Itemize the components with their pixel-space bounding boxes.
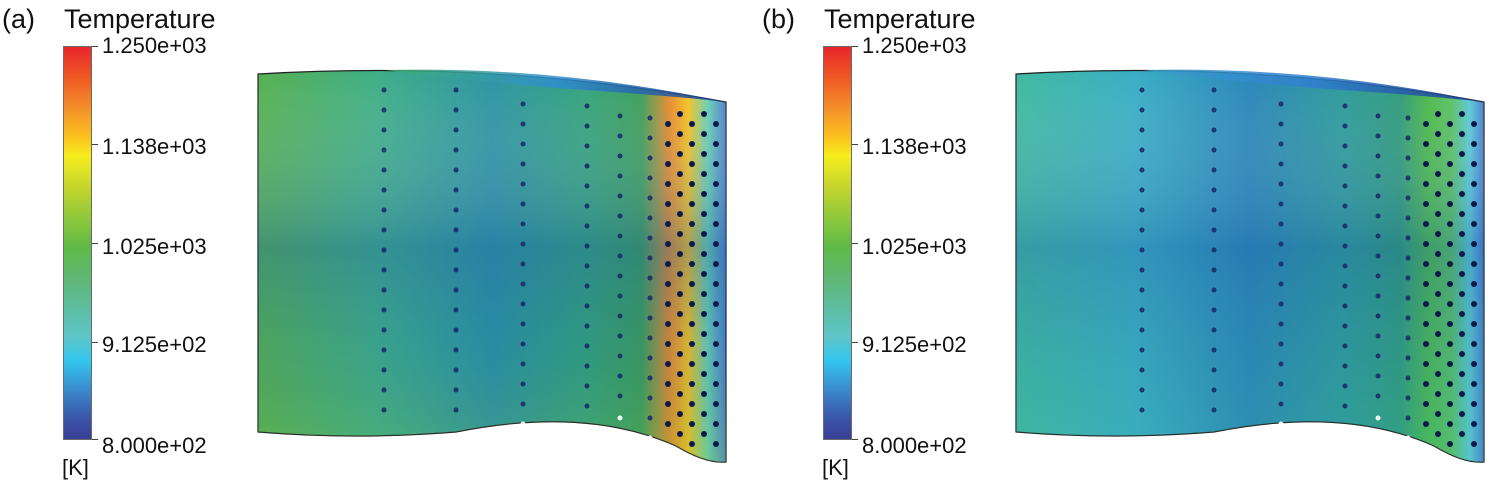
colorbar-tick [92, 342, 98, 343]
colorbar-tick [852, 46, 858, 47]
colorbar-tick [92, 46, 98, 47]
colorbar-tick [92, 243, 98, 244]
blade-contour-b [1015, 69, 1485, 463]
colorbar-tick [852, 342, 858, 343]
colorbar-tick-label: 1.138e+03 [862, 134, 967, 159]
colorbar-tick-label: 1.250e+03 [102, 33, 207, 58]
colorbar-unit: [K] [822, 455, 849, 480]
colorbar-tick-label: 1.250e+03 [862, 33, 967, 58]
colorbar-tick-label: 8.000e+02 [862, 433, 967, 458]
colorbar-tick [852, 439, 858, 440]
colorbar-unit: [K] [62, 455, 89, 480]
colorbar-tick [92, 144, 98, 145]
colorbar [823, 46, 852, 440]
colorbar-title: Temperature [824, 4, 976, 34]
blade-contour-a [257, 69, 727, 463]
colorbar-tick-label: 9.125e+02 [862, 332, 967, 357]
colorbar-tick-label: 1.138e+03 [102, 134, 207, 159]
panel-b: (b) Temperature 1.250e+03 1.138e+03 1.02… [760, 0, 1496, 491]
colorbar [63, 46, 92, 440]
panel-a: (a) Temperature 1.250e+03 1.138e+03 1.02… [2, 4, 727, 480]
colorbar-title: Temperature [64, 4, 216, 34]
colorbar-tick-label: 8.000e+02 [102, 433, 207, 458]
cooling-hole-row [381, 87, 387, 413]
colorbar-tick-label: 9.125e+02 [102, 332, 207, 357]
panel-label: (a) [2, 4, 35, 34]
colorbar-tick [92, 439, 98, 440]
colorbar-tick [852, 243, 858, 244]
colorbar-tick [852, 144, 858, 145]
panel-label: (b) [762, 4, 795, 34]
colorbar-tick-label: 1.025e+03 [862, 234, 967, 259]
colorbar-tick-label: 1.025e+03 [102, 234, 207, 259]
